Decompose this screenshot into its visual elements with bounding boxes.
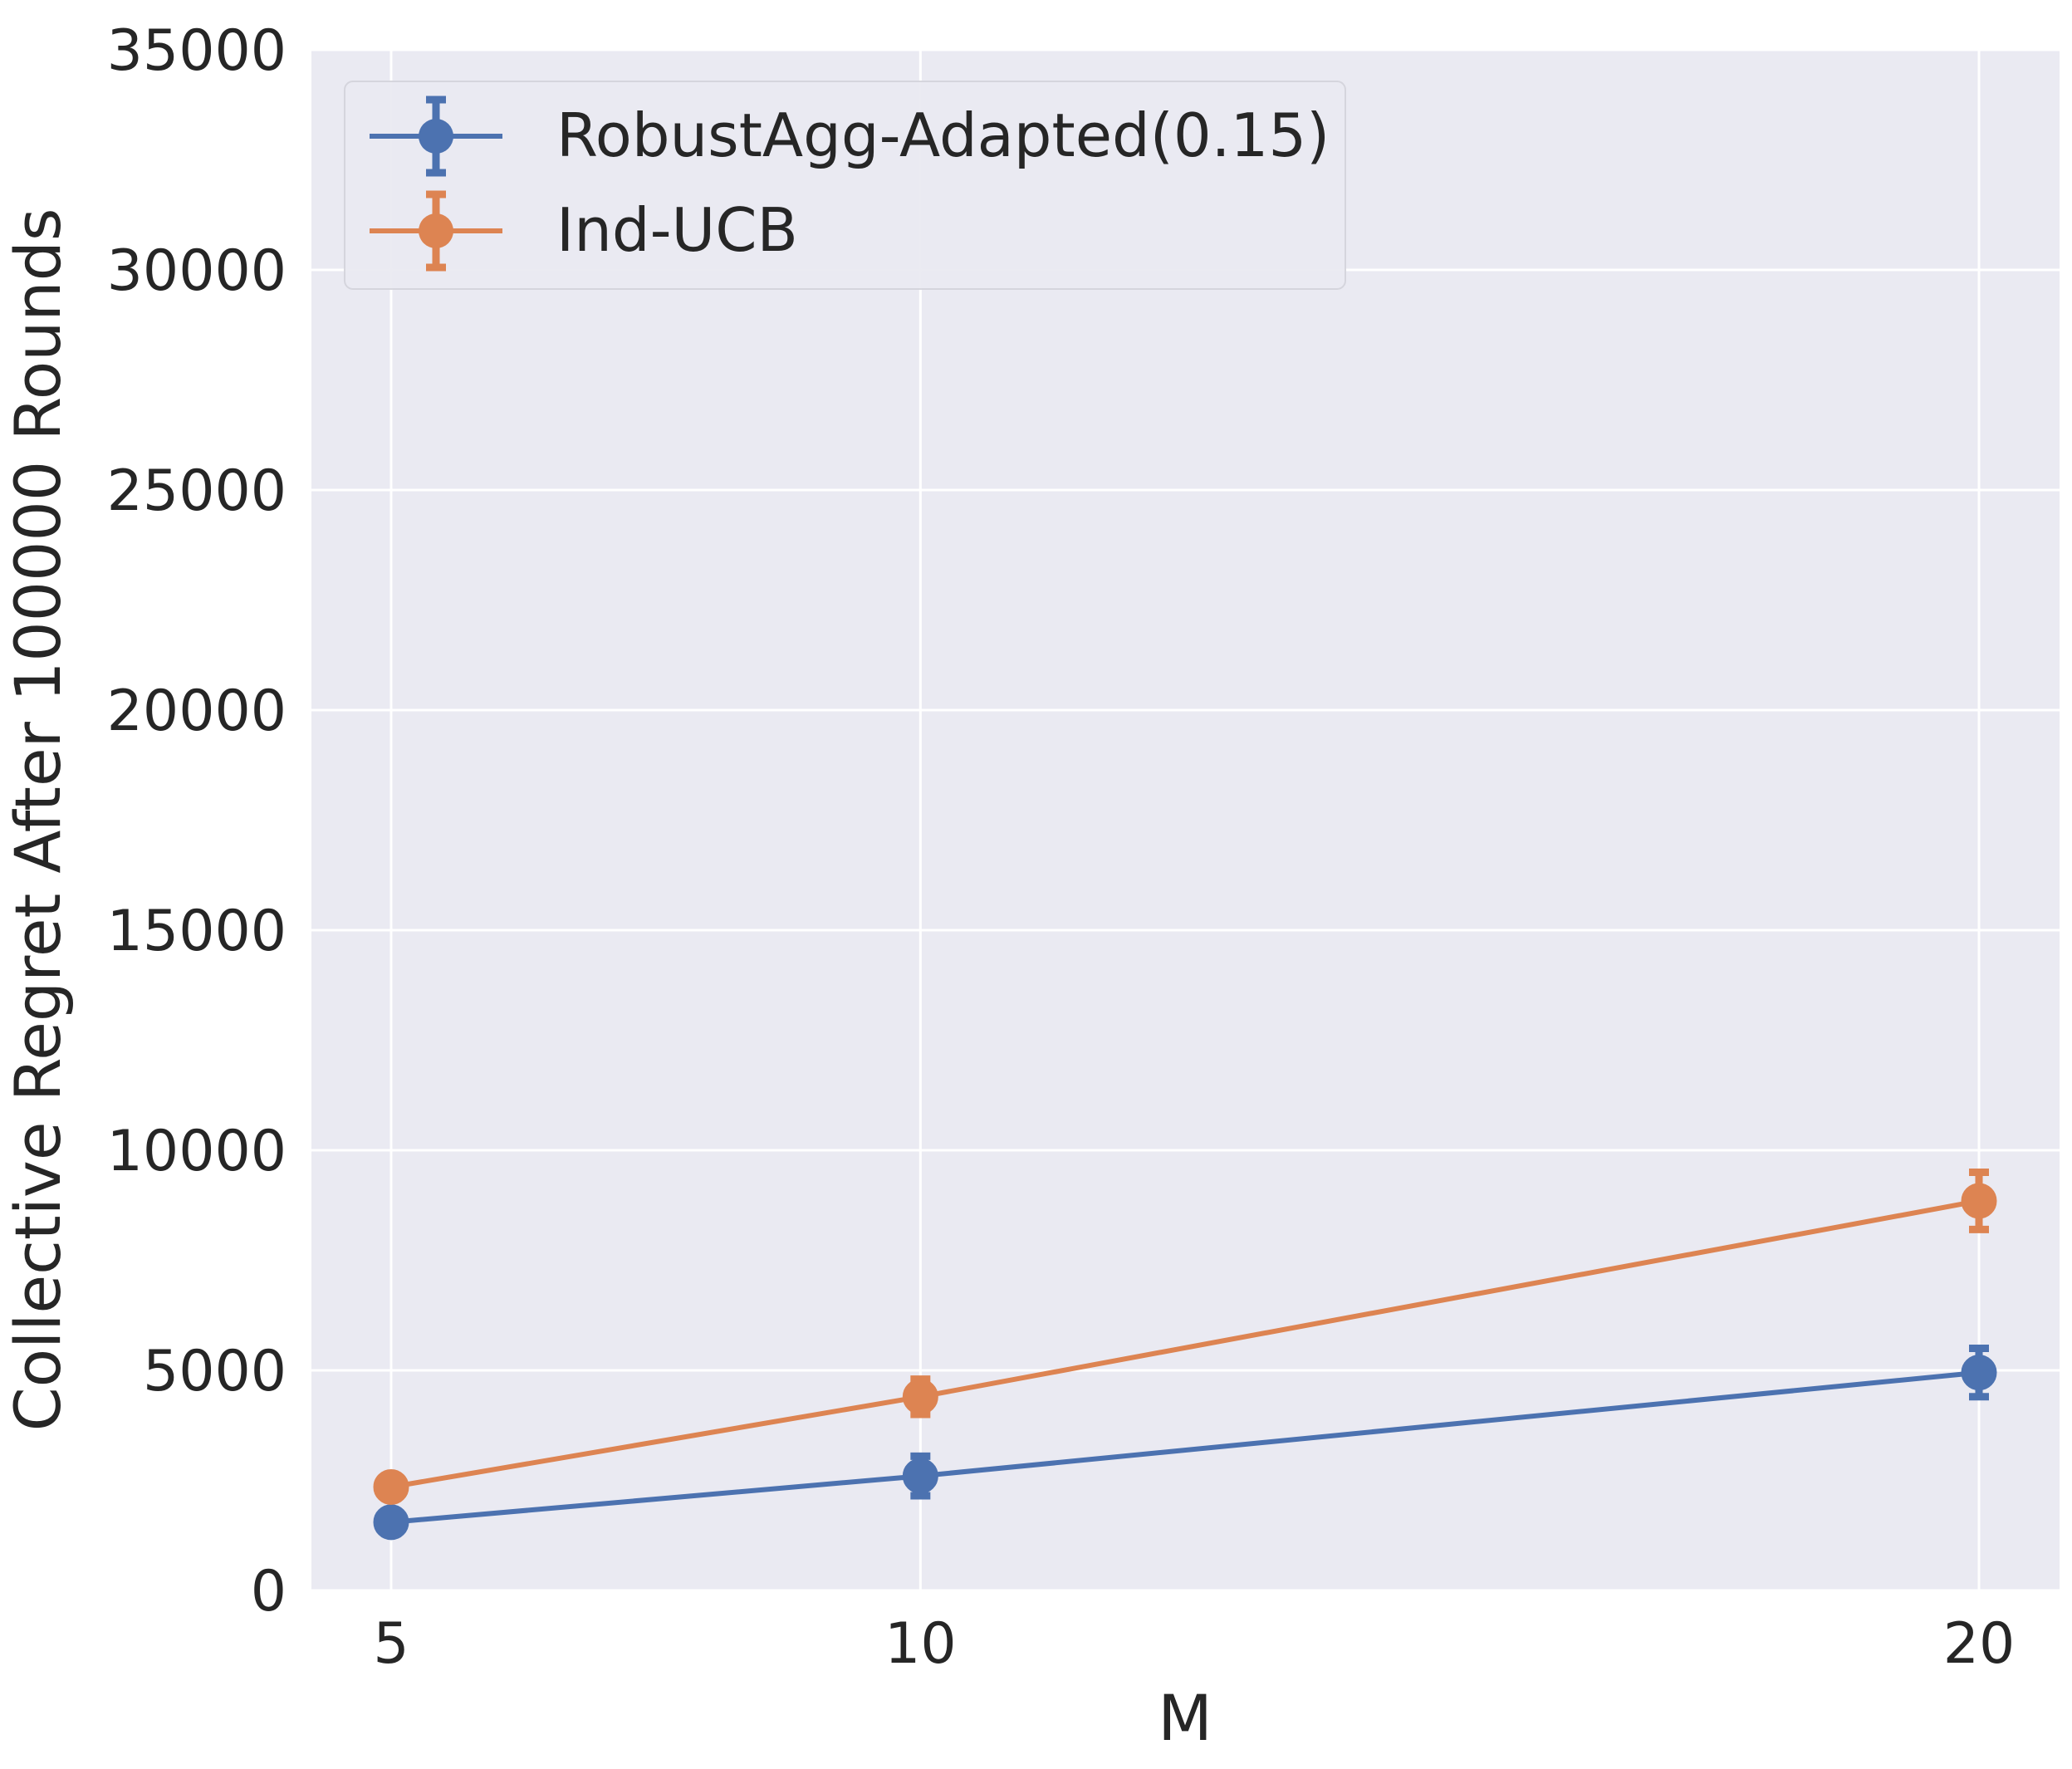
y-tick-label: 30000 — [107, 238, 287, 304]
x-tick-label: 5 — [373, 1611, 409, 1677]
y-tick-label: 15000 — [107, 899, 287, 964]
y-tick-labels: 0 5000 10000 15000 20000 25000 30000 35000 — [107, 18, 287, 1624]
series-layer — [373, 1169, 1997, 1541]
y-tick-label: 10000 — [107, 1119, 287, 1184]
legend-label-robustagg: RobustAgg-Adapted(0.15) — [556, 100, 1330, 170]
x-tick-labels: 5 10 20 — [373, 1611, 2015, 1677]
legend-marker — [419, 213, 453, 248]
grid — [311, 48, 2060, 1592]
legend: RobustAgg-Adapted(0.15) Ind-UCB — [344, 81, 1346, 290]
y-tick-label: 5000 — [143, 1339, 287, 1404]
x-tick-label: 10 — [884, 1611, 957, 1677]
legend-box — [344, 81, 1346, 290]
y-tick-label: 25000 — [107, 458, 287, 524]
legend-marker — [419, 119, 453, 154]
y-tick-label: 0 — [251, 1559, 287, 1624]
data-point — [902, 1379, 938, 1415]
plot-background — [311, 50, 2060, 1590]
y-tick-label: 35000 — [107, 18, 287, 84]
data-point — [373, 1504, 409, 1541]
data-point — [373, 1468, 409, 1505]
y-tick-label: 20000 — [107, 679, 287, 744]
data-point — [1961, 1183, 1997, 1219]
y-axis-title: Collective Regret After 100000 Rounds — [1, 208, 75, 1432]
data-point — [1961, 1355, 1997, 1391]
x-tick-label: 20 — [1943, 1611, 2016, 1677]
legend-label-ind-ucb: Ind-UCB — [556, 195, 798, 265]
x-axis-title: M — [1158, 1681, 1212, 1755]
data-point — [902, 1458, 938, 1494]
